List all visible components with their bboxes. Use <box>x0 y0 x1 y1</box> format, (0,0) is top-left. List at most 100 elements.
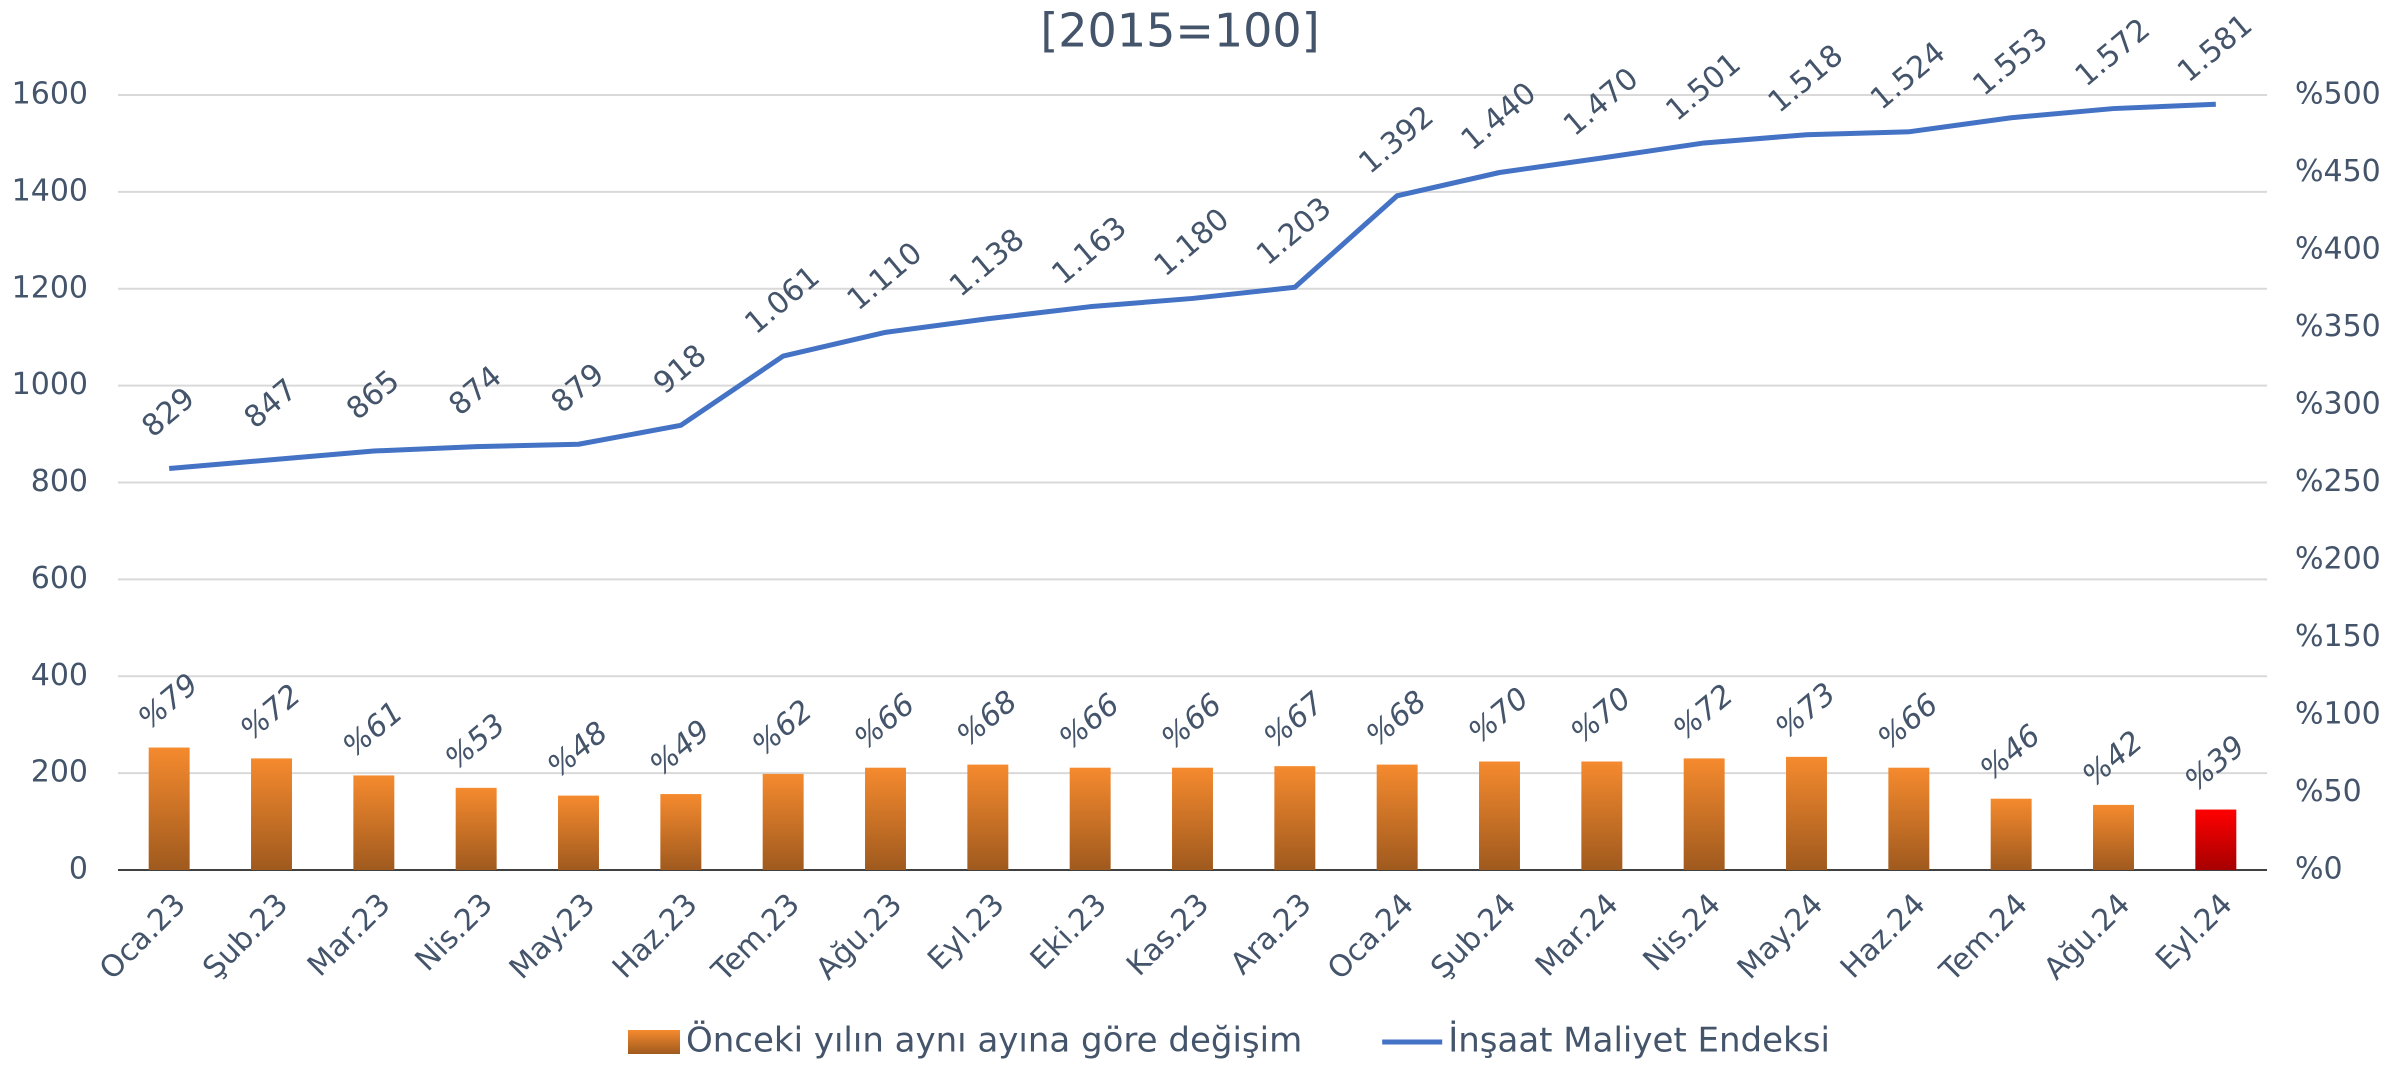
x-tick-label: Tem.24 <box>1933 887 2035 989</box>
data-label: 1.110 <box>841 236 929 318</box>
data-label: %66 <box>1155 687 1229 757</box>
data-label: 874 <box>442 359 508 423</box>
data-label: %72 <box>234 678 308 748</box>
bar-shade <box>1990 798 2032 870</box>
data-label: 1.518 <box>1762 38 1850 120</box>
bar-shade <box>2195 809 2237 870</box>
data-label: %68 <box>950 684 1024 754</box>
data-label: %72 <box>1667 678 1741 748</box>
data-label: 1.180 <box>1148 202 1236 284</box>
data-label: 879 <box>545 357 611 421</box>
y-tick-label: 1000 <box>12 367 88 402</box>
legend-label: İnşaat Maliyet Endeksi <box>1448 1021 1830 1061</box>
y2-tick-label: %250 <box>2295 464 2381 499</box>
x-tick-label: Tem.23 <box>705 887 807 989</box>
bar-shade <box>1888 767 1930 870</box>
bar-shade <box>455 787 497 870</box>
y-tick-label: 0 <box>69 852 88 887</box>
y2-tick-label: %100 <box>2295 697 2381 732</box>
x-tick-label: Nis.24 <box>1637 887 1728 978</box>
data-label: %66 <box>848 687 922 757</box>
y2-tick-label: %300 <box>2295 387 2381 422</box>
bar-shade <box>660 794 702 870</box>
x-tick-label: Şub.24 <box>1424 887 1523 986</box>
data-label: 847 <box>238 372 304 436</box>
y2-tick-label: %50 <box>2295 774 2362 809</box>
x-tick-label: Eyl.23 <box>921 887 1011 977</box>
bar-shade <box>251 758 292 870</box>
x-tick-label: Şub.23 <box>196 887 295 986</box>
data-label: 1.061 <box>738 259 826 341</box>
data-label: 1.553 <box>1966 21 2054 103</box>
data-label: 1.572 <box>2069 12 2157 94</box>
x-tick-label: Haz.24 <box>1834 887 1933 986</box>
y2-tick-label: %400 <box>2295 232 2381 267</box>
legend-swatch-shade <box>628 1030 680 1054</box>
data-label: 918 <box>647 338 713 402</box>
bar-shade <box>148 747 190 870</box>
data-label: %70 <box>1462 681 1536 751</box>
y2-tick-label: %450 <box>2295 154 2381 189</box>
data-label: 1.501 <box>1659 46 1747 128</box>
bar-shade <box>1376 764 1418 870</box>
bar-shade <box>1172 767 1213 870</box>
bar-shade <box>1069 767 1111 870</box>
bar-shade <box>558 795 599 870</box>
x-tick-label: Mar.23 <box>301 887 398 984</box>
y2-tick-label: %500 <box>2295 77 2381 112</box>
data-label: %61 <box>336 695 410 765</box>
data-label: %70 <box>1564 681 1638 751</box>
x-tick-label: Ağu.24 <box>2037 887 2137 987</box>
x-tick-label: May.24 <box>1731 887 1830 986</box>
y-tick-label: 1400 <box>12 173 88 208</box>
line <box>168 101 2216 471</box>
x-tick-label: Ağu.23 <box>809 887 909 987</box>
bar-shade <box>1581 761 1623 870</box>
y-tick-label: 600 <box>31 561 88 596</box>
x-tick-label: Mar.24 <box>1529 887 1626 984</box>
x-tick-label: Eyl.24 <box>2149 887 2239 977</box>
bar-shade <box>1479 761 1520 870</box>
bar-shade <box>1274 766 1316 870</box>
bar-shade <box>2093 804 2134 870</box>
y2-tick-label: %200 <box>2295 542 2381 577</box>
x-tick-label: Nis.23 <box>409 887 500 978</box>
chart-title: [2015=100] <box>1040 4 1319 58</box>
data-label: 1.392 <box>1352 99 1440 181</box>
data-label: %42 <box>2076 724 2150 794</box>
y-tick-label: 800 <box>31 464 88 499</box>
bar-shade <box>1683 758 1725 870</box>
data-label: 829 <box>135 381 201 445</box>
y2-tick-label: %0 <box>2295 852 2343 887</box>
data-label: %53 <box>439 707 513 777</box>
x-tick-label: Oca.24 <box>1321 887 1421 987</box>
bar-shade <box>1786 756 1827 870</box>
bar-shade <box>967 764 1009 870</box>
x-tick-label: May.23 <box>503 887 602 986</box>
data-label: 1.524 <box>1864 35 1952 117</box>
data-label: 1.470 <box>1557 61 1645 143</box>
y-tick-label: 1600 <box>12 77 88 112</box>
data-label: 865 <box>340 363 406 427</box>
data-label: %39 <box>2178 729 2252 799</box>
data-label: %62 <box>746 693 820 763</box>
data-label: 1.138 <box>943 222 1031 304</box>
data-label: %79 <box>132 667 206 737</box>
data-label: 1.440 <box>1455 76 1543 158</box>
data-label: %73 <box>1769 676 1843 746</box>
y-tick-label: 200 <box>31 755 88 790</box>
x-tick-label: Eki.23 <box>1024 887 1114 977</box>
bar-shade <box>865 767 906 870</box>
data-label: %67 <box>1257 686 1331 756</box>
y-tick-label: 1200 <box>12 270 88 305</box>
y2-tick-label: %350 <box>2295 309 2381 344</box>
data-label: %48 <box>541 715 615 785</box>
data-label: 1.163 <box>1045 210 1133 292</box>
data-label: %66 <box>1053 687 1127 757</box>
data-label: %46 <box>1974 718 2048 788</box>
data-label: 1.581 <box>2171 7 2259 89</box>
data-label: %66 <box>1871 687 1945 757</box>
bar-shade <box>762 773 804 870</box>
bar-shade <box>353 775 395 870</box>
